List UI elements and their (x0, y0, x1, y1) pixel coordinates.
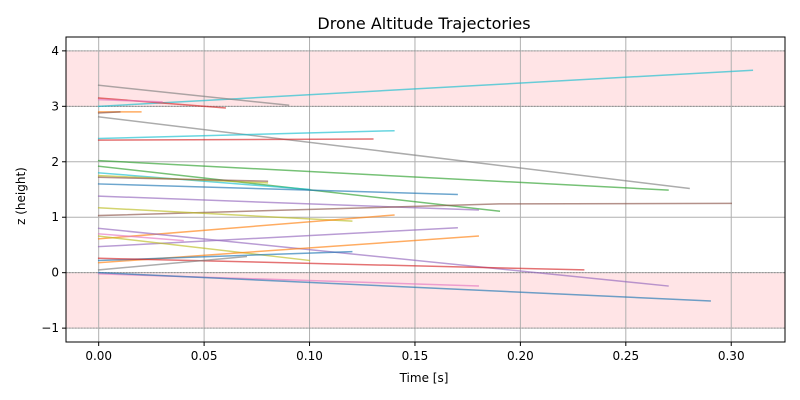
x-axis-ticks: 0.00 0.05 0.10 0.15 0.20 0.25 0.30 (85, 342, 745, 363)
series-line-6 (97, 116, 690, 190)
series-line-8 (97, 138, 374, 141)
grid (66, 37, 785, 342)
series-line-18 (97, 214, 395, 240)
series-line-28 (97, 271, 711, 302)
y-tick-label: 4 (51, 44, 59, 58)
chart-title: Drone Altitude Trajectories (317, 14, 530, 33)
series-line-21 (97, 233, 184, 242)
y-axis-label: z (height) (14, 167, 28, 225)
x-tick-label: 0.05 (191, 349, 218, 363)
series-line-25 (97, 257, 585, 271)
series-line-22 (97, 235, 311, 262)
series-line-17 (97, 207, 353, 222)
y-tick-label: 2 (51, 155, 59, 169)
series-line-14 (97, 183, 458, 196)
x-axis-label: Time [s] (399, 371, 449, 385)
y-tick-label: −1 (41, 321, 59, 335)
x-tick-label: 0.30 (718, 349, 745, 363)
y-tick-label: 1 (51, 210, 59, 224)
shaded-band-1 (66, 272, 785, 329)
plot-frame (65, 36, 786, 343)
series-line-9 (97, 159, 669, 191)
shaded-bands (66, 50, 785, 329)
series-line-3 (97, 98, 163, 103)
x-tick-label: 0.20 (507, 349, 534, 363)
series-line-7 (97, 129, 395, 140)
y-axis-ticks: −1 0 1 2 3 4 (41, 44, 66, 335)
shaded-band-0 (66, 50, 785, 107)
series-line-13 (97, 176, 269, 182)
x-tick-label: 0.25 (612, 349, 639, 363)
series-line-16 (97, 202, 732, 217)
series-line-5 (97, 111, 121, 114)
series-group (97, 69, 754, 302)
x-tick-label: 0.15 (402, 349, 429, 363)
series-line-15 (97, 195, 479, 211)
series-line-11 (97, 172, 311, 191)
series-line-1 (97, 84, 290, 107)
x-tick-label: 0.10 (296, 349, 323, 363)
x-tick-label: 0.00 (85, 349, 112, 363)
series-line-20 (97, 226, 458, 248)
series-line-19 (97, 227, 669, 287)
y-tick-label: 3 (51, 99, 59, 113)
y-tick-label: 0 (51, 266, 59, 280)
series-line-0 (97, 69, 754, 108)
series-line-26 (97, 255, 248, 271)
